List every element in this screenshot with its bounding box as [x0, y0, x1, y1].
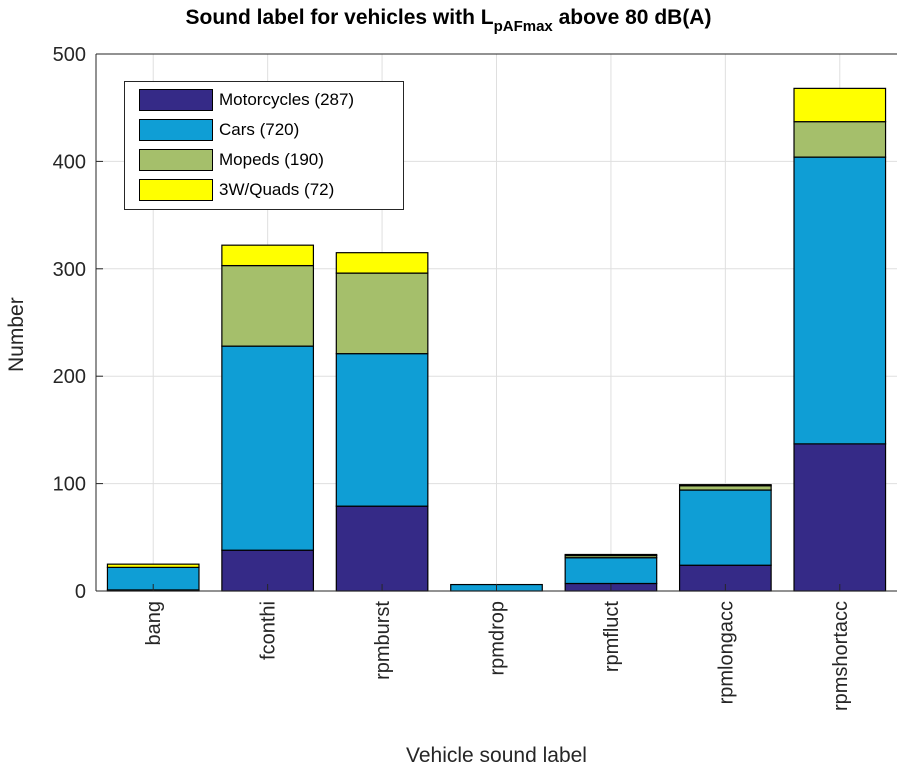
- legend-label: 3W/Quads (72): [219, 180, 335, 199]
- legend-label: Motorcycles (287): [219, 90, 355, 109]
- bar-segment-rpmlongacc-3: [678, 484, 772, 487]
- y-tick-label: 300: [53, 259, 86, 281]
- bar-segment-bang-3: [106, 563, 200, 568]
- bar-segment-fconthi-3: [221, 244, 315, 267]
- bar-segment-rpmlongacc-2: [678, 485, 772, 491]
- bar-segment-rpmburst-0: [335, 505, 429, 592]
- x-tick-label-rpmfluct: rpmfluct: [601, 601, 623, 673]
- x-axis-label: Vehicle sound label: [406, 744, 587, 767]
- bar-stacks: [106, 87, 887, 592]
- chart-title-subscript: pAFmax: [493, 18, 553, 35]
- bar-segment-fconthi-1: [221, 345, 315, 551]
- legend-swatch: [139, 89, 213, 111]
- legend-entry: 3W/Quads (72): [139, 177, 334, 203]
- y-tick-label: 100: [53, 474, 86, 496]
- y-tick-labels: 0 100 200 300 400 500: [53, 44, 86, 603]
- x-tick-labels: bang fconthi rpmburst rpmdrop rpmfluct rpmlon…: [143, 601, 852, 711]
- chart-title-main: Sound label for vehicles with L: [185, 6, 494, 29]
- legend-entry: Cars (720): [139, 117, 299, 143]
- y-tick-label: 0: [75, 581, 86, 603]
- bar-segment-rpmlongacc-1: [678, 489, 772, 566]
- bar-segment-fconthi-2: [221, 264, 315, 347]
- legend-label: Mopeds (190): [219, 150, 324, 169]
- x-tick-label-fconthi: fconthi: [258, 601, 280, 660]
- bar-segment-rpmshortacc-2: [793, 121, 887, 158]
- legend-entry: Motorcycles (287): [139, 87, 354, 113]
- x-tick-label-rpmdrop: rpmdrop: [487, 601, 509, 675]
- legend-swatch: [139, 149, 213, 171]
- bar-segment-rpmshortacc-0: [793, 443, 887, 592]
- y-tick-label: 400: [53, 151, 86, 173]
- bar-segment-rpmburst-3: [335, 252, 429, 274]
- chart-title-tail: above 80 dB(A): [552, 6, 712, 29]
- y-tick-label: 200: [53, 366, 86, 388]
- legend-swatch: [139, 179, 213, 201]
- x-tick-label-rpmlongacc: rpmlongacc: [715, 601, 737, 704]
- legend: Motorcycles (287) Cars (720) Mopeds (190) 3…: [124, 81, 404, 210]
- bar-segment-rpmfluct-3: [564, 553, 658, 557]
- bar-segment-rpmburst-2: [335, 272, 429, 355]
- bar-segment-rpmburst-1: [335, 353, 429, 507]
- bar-segment-rpmfluct-1: [564, 557, 658, 585]
- x-tick-label-rpmburst: rpmburst: [372, 601, 394, 680]
- legend-entry: Mopeds (190): [139, 147, 324, 173]
- x-tick-label-rpmshortacc: rpmshortacc: [830, 601, 852, 711]
- y-axis-label: Number: [5, 297, 28, 372]
- bar-segment-rpmshortacc-3: [793, 87, 887, 123]
- y-tick-label: 500: [53, 44, 86, 66]
- legend-label: Cars (720): [219, 120, 300, 139]
- bar-segment-rpmshortacc-1: [793, 156, 887, 445]
- legend-swatch: [139, 119, 213, 141]
- chart-title: Sound label for vehicles with LpAFmax ab…: [0, 6, 897, 35]
- x-tick-label-bang: bang: [143, 601, 165, 646]
- axes: [95, 53, 897, 592]
